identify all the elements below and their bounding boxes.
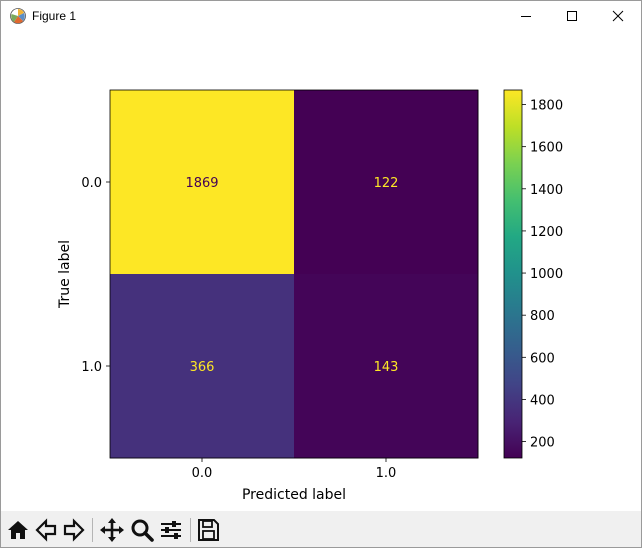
heatmap-cell — [294, 90, 479, 275]
x-tick-label: 1.0 — [376, 466, 397, 481]
colorbar-tick-label: 1400 — [530, 183, 563, 198]
colorbar-tick-label: 1200 — [530, 225, 563, 240]
close-icon — [612, 10, 624, 22]
cell-value-label: 143 — [374, 360, 399, 375]
cell-value-label: 122 — [374, 176, 399, 191]
figure-canvas[interactable]: 1869 122 366 143 0.0 1.0 0.0 1.0 Predicted la… — [1, 32, 641, 510]
toolbar-separator — [190, 518, 191, 542]
y-tick-label: 0.0 — [81, 176, 102, 191]
plot-frame — [109, 89, 479, 459]
window-title: Figure 1 — [32, 9, 77, 23]
colorbar-tick-label: 200 — [530, 436, 555, 451]
colorbar-tick-label: 1000 — [530, 267, 563, 282]
heatmap-cell — [294, 274, 479, 459]
zoom-icon[interactable] — [129, 517, 155, 543]
cell-value-labels: 1869 122 366 143 — [185, 176, 398, 375]
matplotlib-logo-icon — [10, 8, 26, 24]
colorbar-tick-label: 400 — [530, 393, 555, 408]
save-icon[interactable] — [195, 517, 221, 543]
pan-icon[interactable] — [99, 517, 125, 543]
maximize-button[interactable] — [549, 1, 595, 32]
toolbar-separator — [92, 518, 93, 542]
colorbar-tick-label: 1800 — [530, 99, 563, 114]
y-tick-label: 1.0 — [81, 360, 102, 375]
x-axis-ticks: 0.0 1.0 — [192, 458, 397, 481]
colorbar-ticks: 200 400 600 800 1000 1200 1400 1600 1800 — [522, 99, 563, 451]
title-bar[interactable]: Figure 1 — [1, 1, 641, 32]
close-button[interactable] — [595, 1, 641, 32]
colorbar-tick-label: 800 — [530, 309, 555, 324]
x-tick-label: 0.0 — [192, 466, 213, 481]
colorbar-tick-label: 1600 — [530, 141, 563, 156]
heatmap-cells — [110, 90, 479, 459]
maximize-icon — [567, 11, 577, 21]
home-icon[interactable] — [5, 517, 31, 543]
navigation-toolbar — [1, 511, 641, 547]
y-axis-label: True label — [57, 240, 73, 309]
back-icon[interactable] — [33, 517, 59, 543]
minimize-button[interactable] — [503, 1, 549, 32]
configure-subplots-icon[interactable] — [158, 517, 184, 543]
y-axis-ticks: 0.0 1.0 — [81, 176, 110, 375]
cell-value-label: 366 — [190, 360, 215, 375]
colorbar-tick-label: 600 — [530, 351, 555, 366]
forward-icon[interactable] — [61, 517, 87, 543]
confusion-matrix-chart: 1869 122 366 143 0.0 1.0 0.0 1.0 Predicted la… — [57, 89, 563, 503]
heatmap-cell — [110, 274, 295, 459]
heatmap-cell — [110, 90, 295, 275]
x-axis-label: Predicted label — [242, 487, 346, 503]
minimize-icon — [521, 16, 531, 17]
colorbar — [503, 89, 523, 459]
cell-value-label: 1869 — [185, 176, 218, 191]
